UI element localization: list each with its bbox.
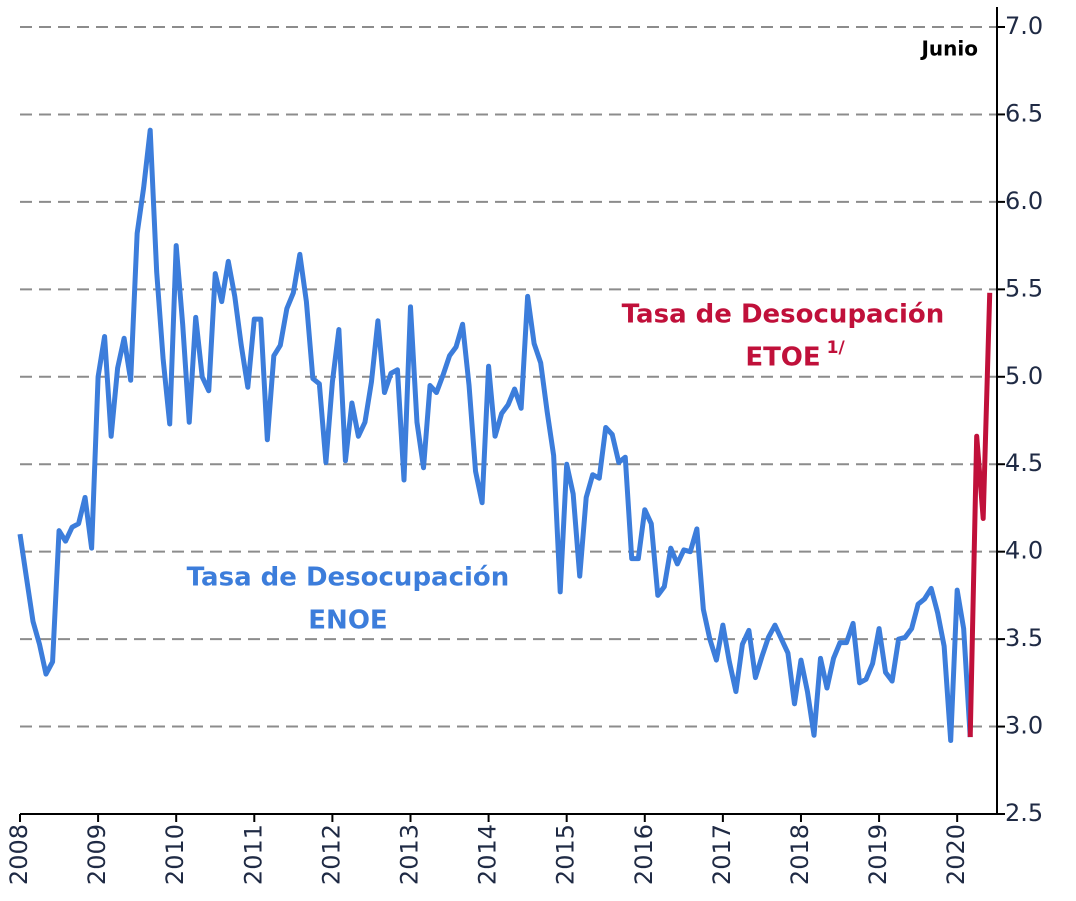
x-tick-label: 2016 <box>630 824 658 885</box>
annotation: ENOE <box>308 606 387 636</box>
x-tick-label: 2009 <box>83 824 111 885</box>
y-tick-label: 7.0 <box>1005 12 1043 40</box>
annotation: ETOE <box>745 343 820 373</box>
series-line <box>967 292 993 738</box>
x-tick-label: 2012 <box>317 824 345 885</box>
y-tick-label: 6.5 <box>1005 99 1043 127</box>
annotation-superscript: 1/ <box>827 338 846 358</box>
x-tick-label: 2008 <box>5 824 33 885</box>
y-tick-label: 4.5 <box>1005 449 1043 477</box>
y-tick-label: 3.5 <box>1005 624 1043 652</box>
x-tick-label: 2013 <box>395 824 423 885</box>
y-tick-label: 2.5 <box>1005 799 1043 827</box>
y-tick-label: 5.5 <box>1005 274 1043 302</box>
y-tick-label: 4.0 <box>1005 537 1043 565</box>
annotation: Tasa de Desocupación <box>622 300 945 330</box>
x-tick-label: 2017 <box>708 824 736 885</box>
y-tick-label: 5.0 <box>1005 362 1043 390</box>
x-tick-label: 2014 <box>474 824 502 885</box>
x-tick-label: 2010 <box>161 824 189 885</box>
x-tick-label: 2018 <box>786 824 814 885</box>
annotation: Tasa de Desocupación <box>187 563 510 593</box>
y-tick-label: 6.0 <box>1005 187 1043 215</box>
annotation: Junio <box>919 37 978 61</box>
series-line <box>17 127 973 744</box>
y-tick-label: 3.0 <box>1005 712 1043 740</box>
x-tick-label: 2019 <box>864 824 892 885</box>
x-tick-label: 2011 <box>239 824 267 885</box>
x-tick-label: 2020 <box>942 824 970 885</box>
x-tick-label: 2015 <box>552 824 580 885</box>
